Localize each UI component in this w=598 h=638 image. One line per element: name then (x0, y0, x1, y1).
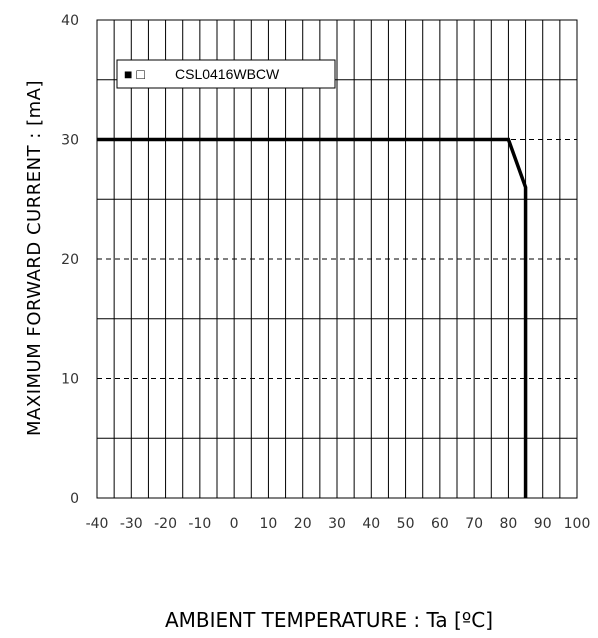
y-axis-label: MAXIMUM FORWARD CURRENT : [mA] (24, 80, 45, 436)
x-tick-label: -20 (154, 516, 177, 532)
plot-frame (96, 19, 578, 499)
plot-area-border (96, 19, 578, 499)
x-tick-label: 100 (564, 516, 591, 532)
x-tick-label: 30 (328, 516, 346, 532)
legend-symbols: ■ □ (124, 66, 145, 82)
x-axis-ticks: -40 -30 -20 -10 0 10 20 30 40 50 60 70 80 90 100 (86, 516, 591, 532)
x-tick-label: 40 (362, 516, 380, 532)
y-tick-label: 20 (61, 252, 79, 268)
x-tick-label: 50 (397, 516, 415, 532)
y-tick-label: 40 (61, 13, 79, 29)
legend-box (116, 59, 336, 89)
legend: ■ □ CSL0416WBCW (116, 59, 336, 89)
x-tick-label: 80 (500, 516, 518, 532)
series-layer (97, 137, 528, 498)
x-tick-label: -30 (120, 516, 143, 532)
y-tick-label: 10 (61, 372, 79, 388)
series-line (97, 137, 528, 498)
x-tick-label: -10 (188, 516, 211, 532)
x-tick-label: 70 (465, 516, 483, 532)
x-tick-label: -40 (86, 516, 109, 532)
x-tick-label: 90 (534, 516, 552, 532)
x-tick-label: 10 (260, 516, 278, 532)
y-tick-label: 30 (61, 133, 79, 149)
x-axis-label: AMBIENT TEMPERATURE : Ta [ºC] (165, 608, 493, 632)
y-axis-ticks: 0 10 20 30 40 (61, 13, 79, 507)
x-tick-label: 20 (294, 516, 312, 532)
x-tick-label: 0 (230, 516, 239, 532)
legend-series-name: CSL0416WBCW (175, 66, 280, 82)
x-tick-label: 60 (431, 516, 449, 532)
grid (97, 20, 577, 498)
y-tick-label: 0 (70, 491, 79, 507)
